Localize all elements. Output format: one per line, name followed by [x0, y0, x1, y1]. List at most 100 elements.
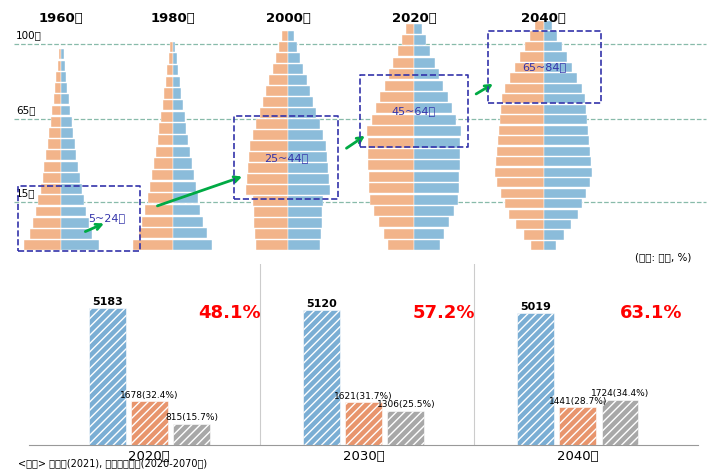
Bar: [544, 136, 589, 146]
Bar: [414, 103, 452, 114]
Text: 2020년: 2020년: [392, 12, 436, 25]
Text: 1724(34.4%): 1724(34.4%): [591, 390, 649, 398]
Bar: [303, 310, 340, 445]
Bar: [414, 138, 460, 147]
Bar: [249, 153, 288, 162]
Bar: [531, 241, 544, 250]
Text: 1441(28.7%): 1441(28.7%): [549, 397, 607, 406]
Bar: [501, 105, 544, 114]
Bar: [247, 174, 288, 184]
Bar: [42, 173, 61, 183]
Bar: [369, 195, 414, 204]
Bar: [173, 146, 190, 157]
Bar: [49, 128, 61, 138]
Bar: [544, 63, 572, 72]
Bar: [24, 240, 61, 250]
Text: 45~64세: 45~64세: [392, 106, 436, 116]
Bar: [388, 240, 414, 250]
Bar: [544, 230, 564, 240]
Bar: [544, 188, 586, 198]
Bar: [387, 411, 424, 445]
Bar: [544, 32, 557, 41]
Bar: [414, 58, 435, 68]
Text: 5183: 5183: [91, 297, 122, 307]
Bar: [414, 206, 454, 216]
Bar: [414, 195, 459, 204]
Bar: [544, 157, 591, 166]
Bar: [288, 53, 300, 63]
Text: 2040년: 2040년: [521, 12, 566, 25]
Bar: [369, 160, 414, 171]
Bar: [145, 205, 173, 215]
Bar: [254, 219, 288, 228]
Bar: [414, 46, 431, 57]
Bar: [498, 178, 544, 187]
Bar: [159, 123, 173, 134]
Bar: [544, 84, 582, 93]
Bar: [173, 53, 177, 64]
Text: 1306(25.5%): 1306(25.5%): [377, 400, 435, 409]
Bar: [253, 207, 288, 217]
Bar: [384, 229, 414, 239]
Bar: [48, 139, 61, 149]
Bar: [495, 168, 544, 177]
Bar: [414, 24, 422, 33]
Bar: [173, 205, 200, 215]
Text: 65세: 65세: [16, 105, 35, 115]
Bar: [288, 186, 330, 195]
Bar: [369, 172, 414, 182]
Bar: [250, 141, 288, 151]
Bar: [163, 100, 173, 110]
Bar: [516, 63, 544, 72]
Bar: [173, 217, 203, 227]
Bar: [288, 75, 307, 85]
Bar: [173, 240, 212, 250]
Bar: [288, 241, 320, 250]
Bar: [38, 195, 61, 205]
Bar: [61, 240, 99, 250]
Bar: [367, 126, 414, 136]
Text: 2000년: 2000년: [266, 12, 310, 25]
Bar: [152, 170, 173, 180]
Bar: [173, 170, 194, 180]
Bar: [288, 65, 303, 74]
Bar: [380, 92, 414, 102]
Text: 57.2%: 57.2%: [413, 304, 475, 322]
Bar: [248, 163, 288, 173]
Bar: [414, 240, 440, 250]
Bar: [414, 35, 426, 45]
Text: 100세: 100세: [16, 30, 42, 40]
Bar: [505, 84, 544, 93]
Bar: [173, 135, 188, 145]
Bar: [279, 42, 288, 52]
Text: (단위: 만명, %): (단위: 만명, %): [635, 252, 692, 262]
Bar: [496, 157, 544, 166]
Bar: [368, 149, 414, 159]
Text: 25~44세: 25~44세: [264, 153, 308, 162]
Bar: [133, 240, 173, 250]
Text: 1678(32.4%): 1678(32.4%): [120, 390, 179, 400]
Bar: [58, 61, 61, 71]
Bar: [288, 31, 294, 41]
Text: 65~84세: 65~84세: [522, 62, 567, 72]
Bar: [414, 160, 459, 171]
Bar: [544, 210, 578, 219]
Text: 815(15.7%): 815(15.7%): [165, 414, 218, 422]
Bar: [288, 196, 323, 206]
Bar: [158, 135, 173, 145]
Bar: [372, 115, 414, 125]
Bar: [530, 32, 544, 41]
Bar: [164, 88, 173, 98]
Bar: [389, 69, 414, 79]
Bar: [59, 49, 61, 59]
Text: <자료> 통계청(2021), 장래인구주계(2020-2070년): <자료> 통계청(2021), 장래인구주계(2020-2070년): [18, 459, 207, 469]
Bar: [253, 196, 288, 206]
Bar: [500, 115, 544, 124]
Bar: [369, 183, 414, 193]
Bar: [89, 309, 125, 445]
Bar: [36, 207, 61, 217]
Bar: [173, 88, 181, 98]
Bar: [61, 195, 84, 205]
Bar: [544, 105, 586, 114]
Text: 5~24세: 5~24세: [88, 213, 125, 223]
